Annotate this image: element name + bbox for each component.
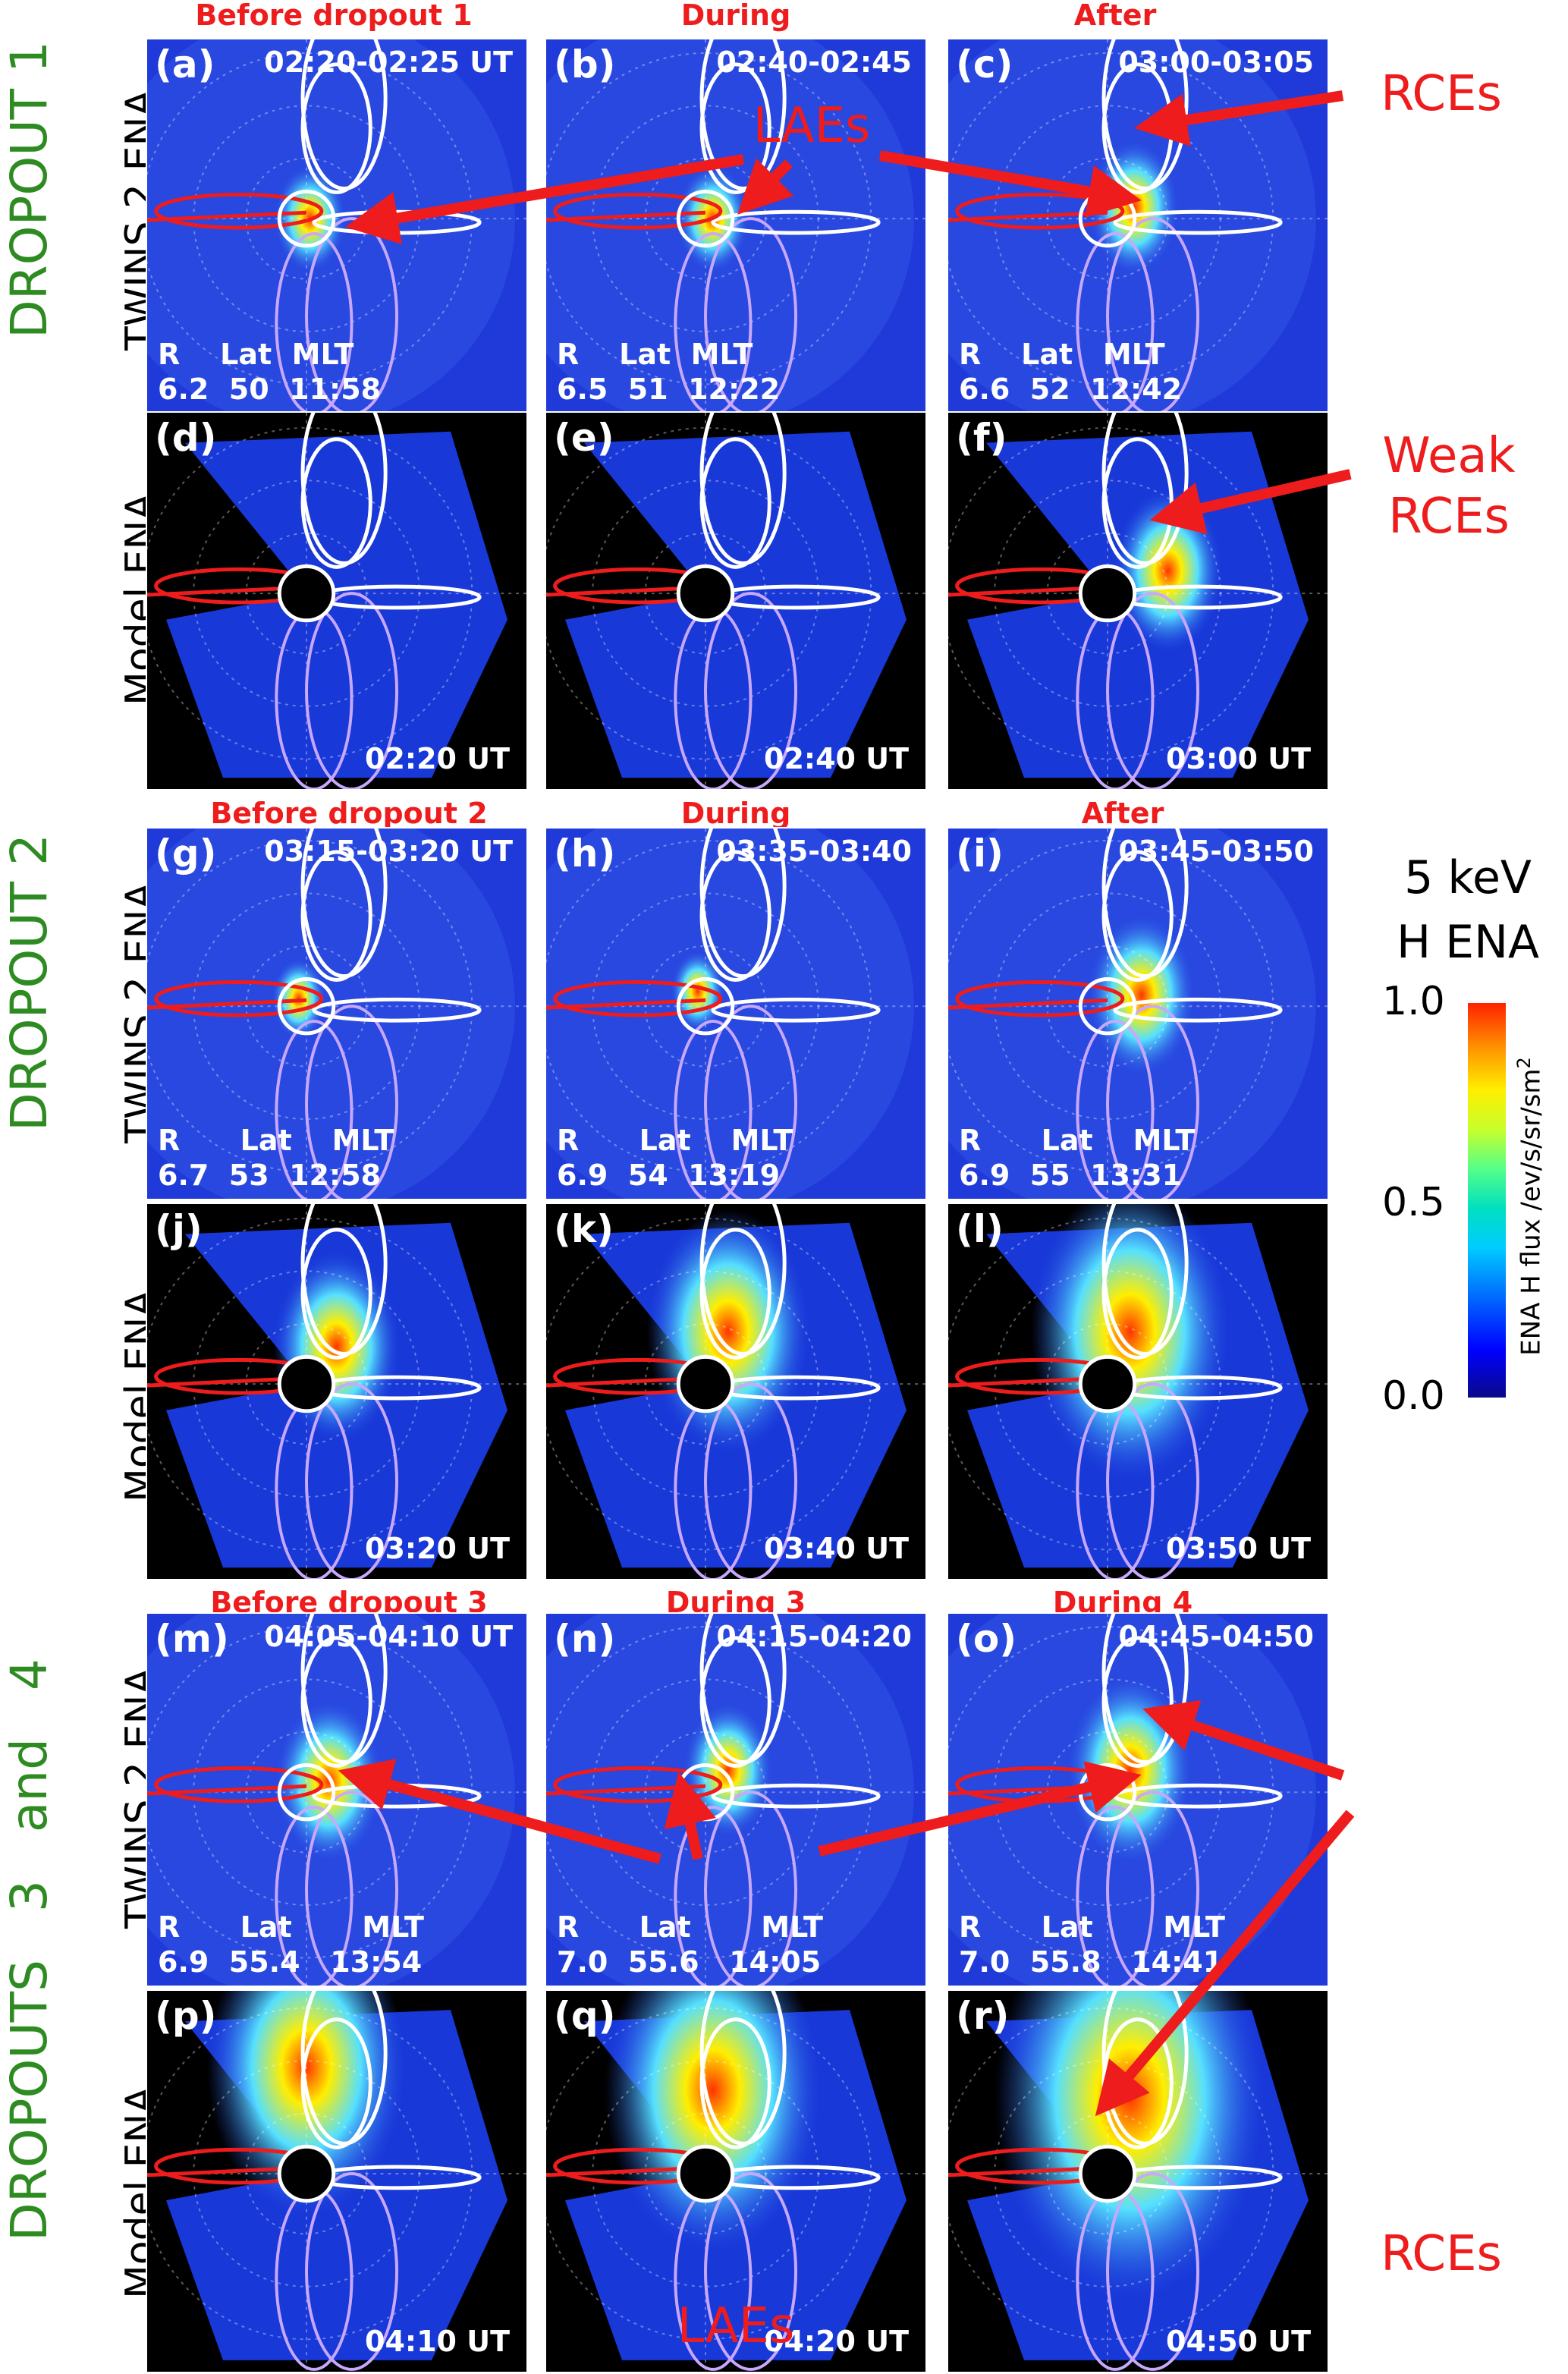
panel-label-p: (p)	[155, 1994, 217, 2038]
group-label-dropouts-3-4: DROPOUTS 3 and 4	[0, 1659, 58, 2241]
panel-image-f	[948, 413, 1328, 789]
header-during-1: During	[680, 0, 791, 32]
panel-label-r: (r)	[956, 1994, 1010, 2038]
panel-image-q	[546, 1991, 925, 2372]
panel-info-g: R Lat MLT 6.7 53 12:58	[158, 1124, 394, 1192]
panel-time-d: 02:20 UT	[365, 742, 510, 775]
colorbar-tick-mid: 0.5	[1382, 1180, 1445, 1225]
twins-ena-panel-b: (b) 02:40-02:45 R Lat MLT 6.5 51 12:22	[545, 38, 927, 414]
model-ena-panel-r: (r) 04:50 UT	[947, 1989, 1329, 2373]
panel-time-m: 04:05-04:10 UT	[264, 1620, 513, 1653]
panel-time-k: 03:40 UT	[764, 1532, 909, 1565]
model-ena-panel-p: (p) 04:10 UT	[146, 1989, 528, 2373]
panel-time-o: 04:45-04:50	[1118, 1620, 1314, 1653]
panel-info-b: R Lat MLT 6.5 51 12:22	[557, 338, 781, 406]
panel-label-c: (c)	[956, 42, 1013, 86]
model-ena-panel-q: (q) 04:20 UT	[545, 1989, 927, 2373]
panel-image-j	[147, 1204, 526, 1579]
panel-info-o: R Lat MLT 7.0 55.8 14:41	[959, 1910, 1225, 1979]
group-label-dropout-1: DROPOUT 1	[0, 41, 58, 338]
panel-time-b: 02:40-02:45	[716, 46, 912, 79]
annotation-laes-top: LAEs	[753, 98, 871, 154]
colorbar-unit-sup: 2	[1513, 1057, 1535, 1069]
panel-label-d: (d)	[155, 416, 217, 460]
panel-info-h: R Lat MLT 6.9 54 13:19	[557, 1124, 793, 1192]
twins-ena-panel-g: (g) 03:15-03:20 UT R Lat MLT 6.7 53 12:58	[146, 827, 528, 1200]
twins-ena-panel-i: (i) 03:45-03:50 R Lat MLT 6.9 55 13:31	[947, 827, 1329, 1200]
panel-info-a: R Lat MLT 6.2 50 11:58	[158, 338, 382, 406]
twins-ena-panel-n: (n) 04:15-04:20 R Lat MLT 7.0 55.6 14:05	[545, 1612, 927, 1987]
colorbar-tick-max: 1.0	[1382, 979, 1445, 1024]
panel-label-i: (i)	[956, 832, 1004, 876]
model-ena-panel-d: (d) 02:20 UT	[146, 411, 528, 791]
panel-label-n: (n)	[554, 1617, 616, 1661]
twins-ena-panel-c: (c) 03:00-03:05 R Lat MLT 6.6 52 12:42	[947, 38, 1329, 414]
panel-info-i: R Lat MLT 6.9 55 13:31	[959, 1124, 1196, 1192]
model-ena-panel-f: (f) 03:00 UT	[947, 411, 1329, 791]
twins-ena-panel-o: (o) 04:45-04:50 R Lat MLT 7.0 55.8 14:41	[947, 1612, 1329, 1987]
panel-time-q: 04:20 UT	[764, 2325, 909, 2358]
panel-label-h: (h)	[554, 832, 616, 876]
model-ena-panel-k: (k) 03:40 UT	[545, 1203, 927, 1580]
annotation-laes-bottom: LAEs	[677, 2298, 795, 2354]
colorbar-unit: ENA H flux /ev/s/sr/sm2	[1513, 1047, 1547, 1366]
panel-time-n: 04:15-04:20	[716, 1620, 912, 1653]
panel-info-n: R Lat MLT 7.0 55.6 14:05	[557, 1910, 823, 1979]
header-before-dropout-2: Before dropout 2	[210, 797, 488, 830]
header-after-1: After	[1073, 0, 1157, 32]
annotation-weak-rces-2: RCEs	[1388, 489, 1510, 545]
panel-label-k: (k)	[554, 1207, 614, 1251]
header-after-2: After	[1081, 797, 1164, 830]
panel-time-j: 03:20 UT	[365, 1532, 510, 1565]
panel-time-c: 03:00-03:05	[1118, 46, 1314, 79]
panel-image-l	[948, 1204, 1328, 1579]
model-ena-panel-l: (l) 03:50 UT	[947, 1203, 1329, 1580]
panel-info-c: R Lat MLT 6.6 52 12:42	[959, 338, 1183, 406]
panel-image-p	[147, 1991, 526, 2372]
panel-label-g: (g)	[155, 832, 217, 876]
model-ena-panel-e: (e) 02:40 UT	[545, 411, 927, 791]
twins-ena-panel-a: (a) 02:20-02:25 UT R Lat MLT 6.2 50 11:58	[146, 38, 528, 414]
panel-label-o: (o)	[956, 1617, 1017, 1661]
annotation-rces-top: RCEs	[1381, 66, 1502, 122]
panel-image-i	[948, 829, 1328, 1199]
annotation-rces-bottom: RCEs	[1381, 2226, 1502, 2282]
panel-label-a: (a)	[155, 42, 215, 86]
panel-image-g	[147, 829, 526, 1199]
panel-label-f: (f)	[956, 416, 1007, 460]
panel-label-e: (e)	[554, 416, 614, 460]
colorbar-unit-text: ENA H flux /ev/s/sr/sm	[1516, 1068, 1547, 1356]
panel-time-p: 04:10 UT	[365, 2325, 510, 2358]
panel-label-q: (q)	[554, 1994, 616, 2038]
panel-image-h	[546, 829, 925, 1199]
panel-time-i: 03:45-03:50	[1118, 835, 1314, 868]
twins-ena-panel-m: (m) 04:05-04:10 UT R Lat MLT 6.9 55.4 13:5…	[146, 1612, 528, 1987]
panel-label-b: (b)	[554, 42, 616, 86]
panel-image-e	[546, 413, 925, 789]
header-before-dropout-1: Before dropout 1	[195, 0, 473, 32]
panel-time-h: 03:35-03:40	[716, 835, 912, 868]
colorbar	[1468, 1003, 1506, 1398]
twins-ena-panel-h: (h) 03:35-03:40 R Lat MLT 6.9 54 13:19	[545, 827, 927, 1200]
panel-time-f: 03:00 UT	[1166, 742, 1311, 775]
panel-time-a: 02:20-02:25 UT	[264, 46, 513, 79]
panel-info-m: R Lat MLT 6.9 55.4 13:54	[158, 1910, 424, 1979]
header-during-2: During	[680, 797, 791, 830]
panel-label-m: (m)	[155, 1617, 229, 1661]
colorbar-title-species: H ENA	[1396, 916, 1540, 969]
annotation-weak-rces-1: Weak	[1382, 428, 1516, 484]
panel-time-g: 03:15-03:20 UT	[264, 835, 513, 868]
panel-label-j: (j)	[155, 1207, 203, 1251]
panel-image-k	[546, 1204, 925, 1579]
group-label-dropout-2: DROPOUT 2	[0, 834, 58, 1131]
colorbar-title-energy: 5 keV	[1404, 851, 1532, 904]
panel-time-r: 04:50 UT	[1166, 2325, 1311, 2358]
panel-time-l: 03:50 UT	[1166, 1532, 1311, 1565]
panel-time-e: 02:40 UT	[764, 742, 909, 775]
model-ena-panel-j: (j) 03:20 UT	[146, 1203, 528, 1580]
panel-image-d	[147, 413, 526, 789]
panel-label-l: (l)	[956, 1207, 1004, 1251]
panel-image-r	[948, 1991, 1328, 2372]
colorbar-tick-min: 0.0	[1382, 1373, 1445, 1419]
